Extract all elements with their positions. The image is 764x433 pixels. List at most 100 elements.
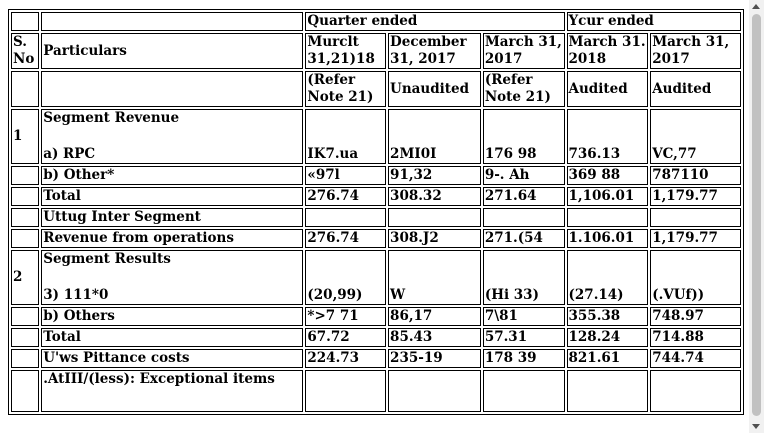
blank-cell <box>11 12 40 31</box>
quarter-ended-header: Quarter ended <box>305 12 565 31</box>
header-row-3: (Refer Note 21) Unaudited (Refer Note 21… <box>11 71 741 107</box>
value-cell: 1,179.77 <box>650 187 741 206</box>
blank-cell <box>482 208 565 227</box>
table-row: Revenue from operations 276.74 308.J2 27… <box>11 229 741 248</box>
row-label: .AtIII/(less): Exceptional items <box>41 370 304 412</box>
row-label: b) Others <box>41 307 304 326</box>
table-row: Uttug Inter Segment <box>11 208 741 227</box>
value-cell: 128.24 <box>566 328 649 347</box>
value-cell: 1,179.77 <box>650 229 741 248</box>
document-viewport: Quarter ended Ycur ended S. No Particula… <box>8 9 748 433</box>
value-cell: 787110 <box>650 166 741 185</box>
value-cell: 276.74 <box>305 187 387 206</box>
table-row: b) Others *>7 71 86,17 7\81 355.38 748.9… <box>11 307 741 326</box>
value-cell: 9-. Ah <box>482 166 565 185</box>
value-cell: 7\81 <box>482 307 565 326</box>
row-label: 3) 111*0 <box>43 287 109 303</box>
value-cell: (27.14) <box>566 250 649 305</box>
row-label: U'ws Pittance costs <box>41 349 304 368</box>
blank-cell <box>566 370 649 412</box>
date-header-5: March 31, 2017 <box>650 33 741 69</box>
value-cell: (Hi 33) <box>482 250 565 305</box>
blank-cell <box>566 208 649 227</box>
value-cell: 235-19 <box>388 349 481 368</box>
value-cell: 308.32 <box>388 187 481 206</box>
scroll-down-arrow-icon[interactable] <box>752 424 760 429</box>
year-ended-header: Ycur ended <box>566 12 741 31</box>
table-row: 1 Segment Revenue a) RPC IK7.ua 2MI0I 17… <box>11 109 741 164</box>
date-header-2: December 31, 2017 <box>388 33 481 69</box>
row-label: a) RPC <box>43 146 96 162</box>
date-header-3: March 31, 2017 <box>482 33 565 69</box>
value-cell: 748.97 <box>650 307 741 326</box>
blank-cell <box>11 370 40 412</box>
value-cell: W <box>388 250 481 305</box>
blank-cell <box>11 229 40 248</box>
table-row: .AtIII/(less): Exceptional items <box>11 370 741 412</box>
row-label: Revenue from operations <box>41 229 304 248</box>
sno-header: S. No <box>11 33 40 69</box>
blank-cell <box>41 71 304 107</box>
row-label: Uttug Inter Segment <box>41 208 304 227</box>
status-header-3: (Refer Note 21) <box>482 71 565 107</box>
value-cell: 224.73 <box>305 349 387 368</box>
row-label: b) Other* <box>41 166 304 185</box>
date-header-1: Murclt 31,21)18 <box>305 33 387 69</box>
value-cell: 1,106.01 <box>566 187 649 206</box>
value-cell: 744.74 <box>650 349 741 368</box>
date-header-4: March 31. 2018 <box>566 33 649 69</box>
value-cell: 271.64 <box>482 187 565 206</box>
section-title: Segment Results <box>43 251 171 267</box>
section-title: Segment Revenue <box>43 110 180 126</box>
value-cell: 736.13 <box>566 109 649 164</box>
table-row: b) Other* «97l 91,32 9-. Ah 369 88 78711… <box>11 166 741 185</box>
status-header-2: Unaudited <box>388 71 481 107</box>
value-cell: VC,77 <box>650 109 741 164</box>
value-cell: 91,32 <box>388 166 481 185</box>
blank-cell <box>305 208 387 227</box>
value-cell: 57.31 <box>482 328 565 347</box>
value-cell: 714.88 <box>650 328 741 347</box>
blank-cell <box>11 349 40 368</box>
value-cell: 821.61 <box>566 349 649 368</box>
blank-cell <box>650 370 741 412</box>
value-cell: 369 88 <box>566 166 649 185</box>
value-cell: 2MI0I <box>388 109 481 164</box>
table-row: Total 276.74 308.32 271.64 1,106.01 1,17… <box>11 187 741 206</box>
value-cell: (20,99) <box>305 250 387 305</box>
serial-number: 2 <box>11 250 40 305</box>
value-cell: 176 98 <box>482 109 565 164</box>
serial-number: 1 <box>11 109 40 164</box>
value-cell: 1.106.01 <box>566 229 649 248</box>
value-cell: IK7.ua <box>305 109 387 164</box>
value-cell: 308.J2 <box>388 229 481 248</box>
header-row-2: S. No Particulars Murclt 31,21)18 Decemb… <box>11 33 741 69</box>
status-header-5: Audited <box>650 71 741 107</box>
particulars-cell: Segment Revenue a) RPC <box>41 109 304 164</box>
header-row-1: Quarter ended Ycur ended <box>11 12 741 31</box>
row-label: Total <box>41 328 304 347</box>
blank-cell <box>388 208 481 227</box>
scroll-up-arrow-icon[interactable] <box>752 4 760 9</box>
value-cell: 85.43 <box>388 328 481 347</box>
particulars-cell: Segment Results 3) 111*0 <box>41 250 304 305</box>
value-cell: 276.74 <box>305 229 387 248</box>
blank-cell <box>11 208 40 227</box>
value-cell: 178 39 <box>482 349 565 368</box>
blank-cell <box>11 166 40 185</box>
status-header-1: (Refer Note 21) <box>305 71 387 107</box>
blank-cell <box>305 370 387 412</box>
value-cell: 271.(54 <box>482 229 565 248</box>
blank-cell <box>11 187 40 206</box>
value-cell: *>7 71 <box>305 307 387 326</box>
blank-cell <box>388 370 481 412</box>
blank-cell <box>11 307 40 326</box>
blank-cell <box>11 328 40 347</box>
blank-cell <box>11 71 40 107</box>
vertical-scrollbar[interactable] <box>749 0 764 433</box>
value-cell: 67.72 <box>305 328 387 347</box>
scrollbar-thumb[interactable] <box>752 14 761 416</box>
table-row: U'ws Pittance costs 224.73 235-19 178 39… <box>11 349 741 368</box>
blank-cell <box>41 12 304 31</box>
table-row: Total 67.72 85.43 57.31 128.24 714.88 <box>11 328 741 347</box>
